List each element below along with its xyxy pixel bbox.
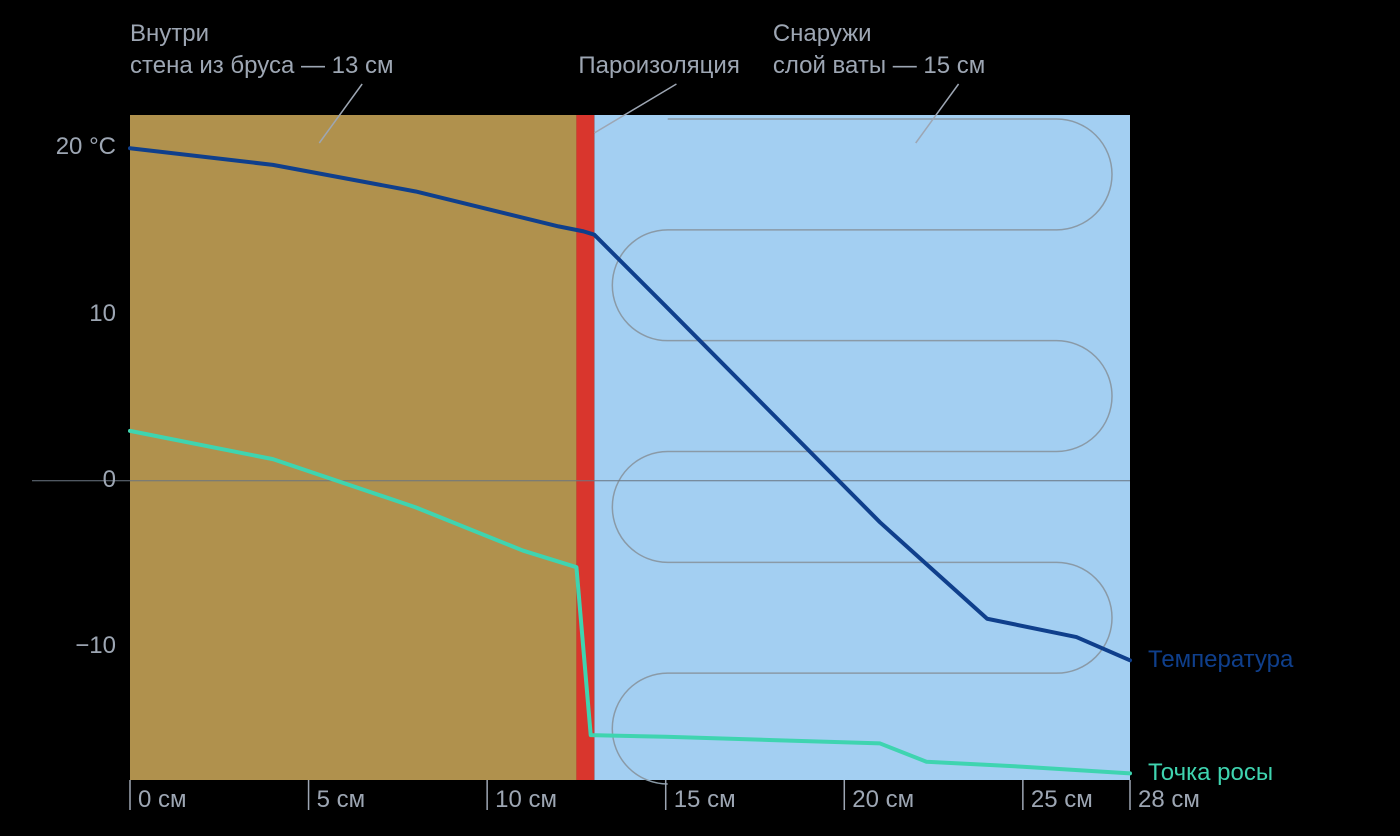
annotation-outside: Снаружи слой ваты — 15 см xyxy=(773,18,985,83)
x-tick-label: 10 см xyxy=(495,786,557,814)
x-tick-label: 20 см xyxy=(852,786,914,814)
y-tick-label: 10 xyxy=(89,300,116,328)
y-tick-label: 0 xyxy=(103,466,116,494)
annotation-inside-l2: стена из бруса — 13 см xyxy=(130,52,394,79)
x-tick-label: 25 см xyxy=(1031,786,1093,814)
annotation-outside-l1: Снаружи xyxy=(773,20,872,47)
annotation-vapor: Пароизоляция xyxy=(578,50,739,82)
label-dewpoint: Точка росы xyxy=(1148,759,1273,787)
y-tick-label: 20 °C xyxy=(56,133,116,161)
annotation-vapor-l1: Пароизоляция xyxy=(578,52,739,79)
annotation-inside: Внутри стена из бруса — 13 см xyxy=(130,18,394,83)
annotation-inside-l1: Внутри xyxy=(130,20,209,47)
x-tick-label: 28 см xyxy=(1138,786,1200,814)
x-tick-label: 0 см xyxy=(138,786,187,814)
label-temperature: Температура xyxy=(1148,646,1293,674)
annotation-outside-l2: слой ваты — 15 см xyxy=(773,52,985,79)
x-tick-label: 15 см xyxy=(674,786,736,814)
y-tick-label: −10 xyxy=(75,632,116,660)
wall-thermal-chart xyxy=(0,0,1400,836)
layer-wool xyxy=(594,115,1130,780)
x-tick-label: 5 см xyxy=(317,786,366,814)
